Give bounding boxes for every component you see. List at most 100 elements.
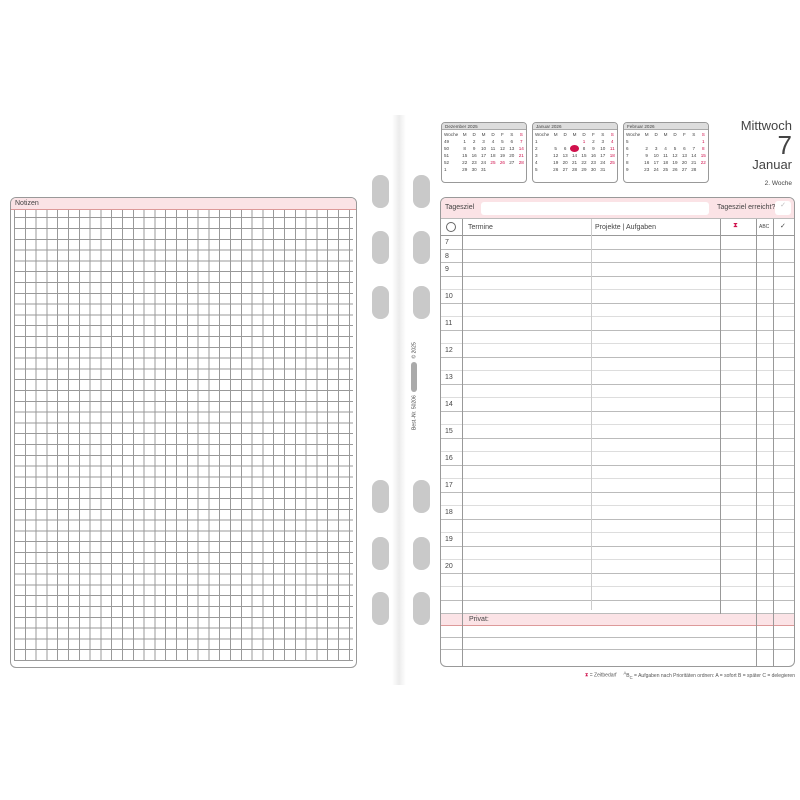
goal-input[interactable]: [481, 202, 709, 215]
time-row[interactable]: [441, 520, 794, 533]
calendar-day[interactable]: 25: [609, 160, 615, 165]
calendar-day[interactable]: 14: [518, 146, 524, 151]
calendar-day[interactable]: 30: [471, 167, 477, 172]
calendar-day[interactable]: 19: [672, 160, 678, 165]
calendar-day[interactable]: 28: [518, 160, 524, 165]
time-row[interactable]: [441, 331, 794, 344]
calendar-day[interactable]: 10: [653, 153, 659, 158]
calendar-day[interactable]: 1: [582, 139, 586, 144]
calendar-day[interactable]: 27: [681, 167, 687, 172]
time-row[interactable]: 20: [441, 560, 794, 574]
calendar-day[interactable]: 11: [663, 153, 668, 158]
calendar-day[interactable]: 7: [692, 146, 696, 151]
calendar-day[interactable]: 9: [592, 146, 595, 151]
calendar-day[interactable]: 30: [590, 167, 596, 172]
calendar-day[interactable]: 17: [653, 160, 659, 165]
calendar-day[interactable]: 5: [501, 139, 504, 144]
time-row[interactable]: 16: [441, 452, 794, 466]
calendar-day[interactable]: 22: [581, 160, 587, 165]
calendar-day[interactable]: 12: [553, 153, 559, 158]
calendar-day[interactable]: 26: [672, 167, 678, 172]
calendar-day[interactable]: 13: [562, 153, 568, 158]
calendar-day[interactable]: 17: [480, 153, 487, 158]
calendar-day[interactable]: 23: [471, 160, 477, 165]
calendar-day[interactable]: 18: [490, 153, 496, 158]
calendar-day[interactable]: 11: [490, 146, 496, 151]
calendar-day[interactable]: 14: [691, 153, 697, 158]
time-row[interactable]: [441, 277, 794, 290]
calendar-day[interactable]: 24: [480, 160, 487, 165]
notes-grid[interactable]: [14, 210, 353, 661]
time-row[interactable]: 17: [441, 479, 794, 493]
calendar-day[interactable]: 29: [462, 167, 468, 172]
calendar-day[interactable]: 10: [600, 146, 606, 151]
calendar-day[interactable]: 14: [571, 153, 578, 158]
calendar-day[interactable]: 15: [581, 153, 587, 158]
calendar-day[interactable]: 20: [681, 160, 687, 165]
calendar-day[interactable]: 5: [673, 146, 677, 151]
calendar-day[interactable]: 12: [672, 153, 678, 158]
calendar-day[interactable]: 16: [644, 160, 650, 165]
calendar-day[interactable]: 2: [645, 146, 648, 151]
private-row[interactable]: [441, 626, 794, 638]
calendar-day[interactable]: 31: [600, 167, 606, 172]
calendar-day[interactable]: 2: [592, 139, 595, 144]
calendar-day[interactable]: 22: [700, 160, 706, 165]
calendar-day[interactable]: 1: [701, 139, 705, 144]
calendar-day[interactable]: 17: [600, 153, 606, 158]
time-row[interactable]: 15: [441, 425, 794, 439]
time-row[interactable]: [441, 304, 794, 317]
calendar-day[interactable]: 28: [691, 167, 697, 172]
time-row[interactable]: [441, 574, 794, 587]
calendar-day[interactable]: 1: [463, 139, 466, 144]
private-row[interactable]: [441, 650, 794, 662]
time-row[interactable]: 11: [441, 317, 794, 331]
calendar-day[interactable]: 9: [472, 146, 476, 151]
calendar-day[interactable]: 28: [571, 167, 578, 172]
calendar-day[interactable]: 24: [600, 160, 606, 165]
calendar-day[interactable]: 7: [519, 139, 523, 144]
time-row[interactable]: 8: [441, 250, 794, 263]
goal-done-checkbox[interactable]: ✓: [775, 201, 791, 215]
time-row[interactable]: 18: [441, 506, 794, 520]
calendar-day[interactable]: 6: [510, 139, 514, 144]
calendar-day[interactable]: 19: [499, 153, 505, 158]
calendar-day[interactable]: 27: [562, 167, 568, 172]
calendar-day[interactable]: 13: [509, 146, 515, 151]
calendar-day[interactable]: 26: [499, 160, 505, 165]
calendar-day[interactable]: 6: [683, 146, 686, 151]
calendar-day[interactable]: 7: [569, 145, 580, 152]
calendar-day[interactable]: 21: [571, 160, 578, 165]
calendar-day[interactable]: 15: [462, 153, 468, 158]
calendar-day[interactable]: 27: [509, 160, 515, 165]
calendar-day[interactable]: 4: [491, 139, 495, 144]
calendar-day[interactable]: 4: [610, 139, 614, 144]
calendar-day[interactable]: 15: [700, 153, 706, 158]
calendar-day[interactable]: 18: [609, 153, 615, 158]
calendar-day[interactable]: 5: [554, 146, 557, 151]
calendar-day[interactable]: 21: [691, 160, 697, 165]
time-row[interactable]: [441, 358, 794, 371]
time-row[interactable]: [441, 547, 794, 560]
time-row[interactable]: 9: [441, 263, 794, 277]
calendar-day[interactable]: 10: [480, 146, 487, 151]
time-row[interactable]: [441, 587, 794, 601]
calendar-day[interactable]: 16: [471, 153, 477, 158]
time-row[interactable]: 10: [441, 290, 794, 304]
calendar-day[interactable]: 13: [681, 153, 687, 158]
calendar-day[interactable]: 4: [664, 146, 667, 151]
calendar-day[interactable]: 31: [480, 167, 487, 172]
calendar-day[interactable]: 8: [582, 146, 586, 151]
time-row[interactable]: 12: [441, 344, 794, 358]
time-row[interactable]: [441, 439, 794, 452]
time-row[interactable]: [441, 466, 794, 479]
calendar-day[interactable]: 11: [609, 146, 615, 151]
calendar-day[interactable]: 29: [581, 167, 587, 172]
calendar-day[interactable]: 3: [601, 139, 605, 144]
calendar-day[interactable]: 20: [562, 160, 568, 165]
calendar-day[interactable]: 24: [653, 167, 659, 172]
calendar-day[interactable]: 9: [645, 153, 648, 158]
calendar-day[interactable]: 20: [509, 153, 515, 158]
calendar-day[interactable]: 25: [490, 160, 496, 165]
time-row[interactable]: 14: [441, 398, 794, 412]
